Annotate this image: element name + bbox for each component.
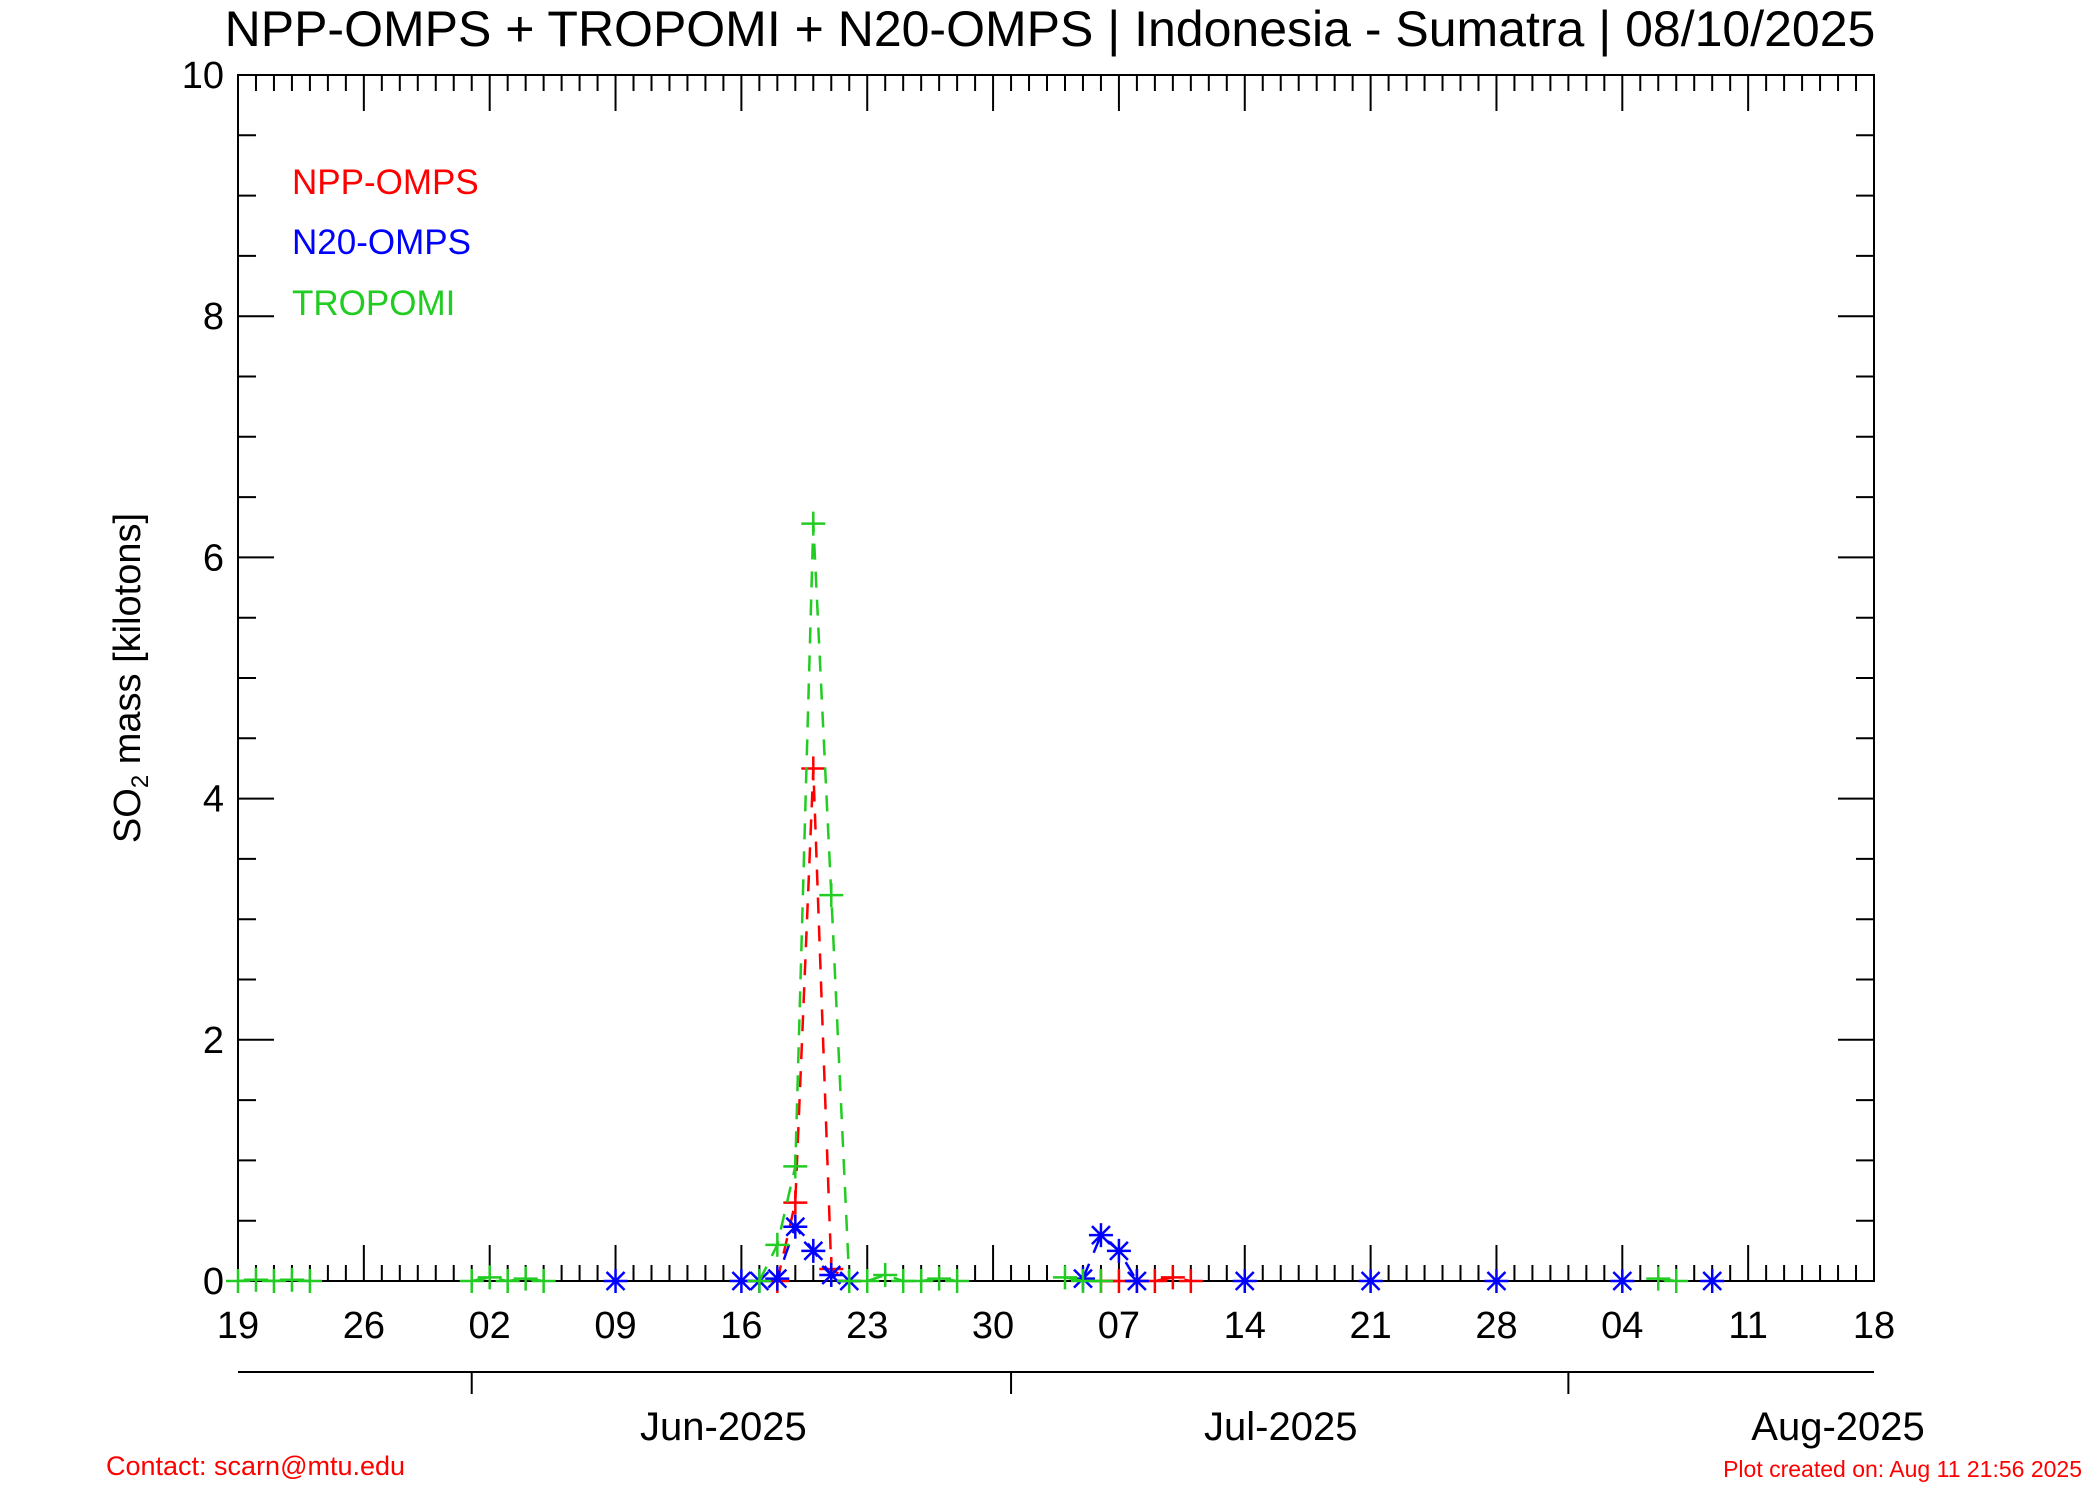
y-axis-label: SO2 mass [kilotons] bbox=[107, 513, 154, 843]
footer-contact: Contact: scarn@mtu.edu bbox=[106, 1451, 405, 1481]
point-n20-omps bbox=[1124, 1269, 1149, 1293]
x-axis-tick-labels: 19 26 02 09 16 23 30 07 14 21 28 04 11 18 bbox=[217, 1305, 1895, 1347]
y-axis-label-subscript: 2 bbox=[127, 775, 154, 788]
series-npp-omps bbox=[765, 756, 1203, 1293]
x-axis-ticks bbox=[237, 75, 1875, 1281]
point-tropomi bbox=[477, 1265, 502, 1290]
legend-entry-tropomi: TROPOMI bbox=[292, 284, 455, 323]
y-tick-label: 6 bbox=[203, 537, 224, 579]
point-n20-omps bbox=[801, 1238, 826, 1263]
point-tropomi bbox=[909, 1269, 934, 1293]
point-tropomi bbox=[1088, 1269, 1113, 1293]
point-tropomi bbox=[801, 511, 826, 536]
point-tropomi bbox=[819, 883, 844, 908]
point-n20-omps bbox=[819, 1262, 844, 1287]
y-tick-label: 2 bbox=[203, 1020, 224, 1062]
point-npp-omps bbox=[801, 756, 826, 781]
point-npp-omps bbox=[783, 1190, 808, 1215]
x-tick-label: 28 bbox=[1475, 1305, 1517, 1347]
y-tick-label: 0 bbox=[203, 1261, 224, 1303]
y-tick-label: 4 bbox=[203, 779, 224, 821]
y-axis-tick-labels: 0 2 4 6 8 10 bbox=[182, 55, 224, 1303]
x-tick-label: 11 bbox=[1728, 1305, 1767, 1347]
footer-created: Plot created on: Aug 11 21:56 2025 bbox=[1723, 1456, 2082, 1482]
point-n20-omps bbox=[783, 1214, 808, 1239]
point-tropomi bbox=[297, 1269, 322, 1293]
point-tropomi bbox=[783, 1154, 808, 1179]
x-tick-label: 21 bbox=[1349, 1305, 1391, 1347]
plot-frame bbox=[237, 74, 1875, 1282]
point-tropomi bbox=[747, 1269, 772, 1293]
chart-title: NPP-OMPS + TROPOMI + N20-OMPS | Indonesi… bbox=[225, 1, 1876, 57]
point-n20-omps bbox=[1232, 1269, 1257, 1293]
point-n20-omps bbox=[1088, 1223, 1113, 1248]
month-axis-ticks bbox=[470, 1372, 1570, 1394]
point-tropomi bbox=[873, 1262, 898, 1287]
point-tropomi bbox=[855, 1269, 880, 1293]
y-axis-label-rest: mass [kilotons] bbox=[107, 513, 149, 775]
legend: NPP-OMPS N20-OMPS TROPOMI bbox=[292, 163, 479, 323]
point-n20-omps bbox=[1106, 1238, 1131, 1263]
point-n20-omps bbox=[1358, 1269, 1383, 1293]
point-tropomi bbox=[1646, 1266, 1671, 1291]
point-n20-omps bbox=[1700, 1269, 1725, 1293]
x-tick-label: 18 bbox=[1853, 1305, 1895, 1347]
x-tick-label: 04 bbox=[1601, 1305, 1643, 1347]
point-tropomi bbox=[765, 1232, 790, 1257]
month-label: Jul-2025 bbox=[1204, 1405, 1357, 1449]
x-tick-label: 26 bbox=[343, 1305, 385, 1347]
x-tick-label: 02 bbox=[469, 1305, 511, 1347]
plot-border bbox=[237, 74, 1875, 1282]
series-tropomi bbox=[226, 511, 1689, 1293]
point-n20-omps bbox=[1484, 1269, 1509, 1293]
y-axis-label-main: SO bbox=[107, 788, 149, 843]
month-axis-labels: Jun-2025 Jul-2025 Aug-2025 bbox=[640, 1405, 1925, 1449]
month-label: Aug-2025 bbox=[1751, 1405, 1924, 1449]
x-tick-label: 07 bbox=[1098, 1305, 1140, 1347]
point-tropomi bbox=[927, 1266, 952, 1291]
x-tick-label: 19 bbox=[217, 1305, 259, 1347]
month-label: Jun-2025 bbox=[640, 1405, 807, 1449]
point-npp-omps bbox=[1160, 1265, 1185, 1290]
x-tick-label: 23 bbox=[846, 1305, 888, 1347]
point-n20-omps bbox=[603, 1269, 628, 1293]
point-npp-omps bbox=[1178, 1269, 1203, 1293]
series-n20-omps bbox=[603, 1214, 1725, 1293]
point-tropomi bbox=[495, 1269, 520, 1293]
point-tropomi bbox=[945, 1269, 970, 1293]
x-tick-label: 14 bbox=[1224, 1305, 1266, 1347]
x-tick-label: 30 bbox=[972, 1305, 1014, 1347]
y-tick-label: 8 bbox=[203, 296, 224, 338]
point-n20-omps bbox=[1610, 1269, 1635, 1293]
legend-entry-n20-omps: N20-OMPS bbox=[292, 223, 471, 262]
series-layer bbox=[226, 511, 1725, 1293]
point-tropomi bbox=[1664, 1269, 1689, 1293]
legend-entry-npp-omps: NPP-OMPS bbox=[292, 163, 479, 202]
point-tropomi bbox=[513, 1266, 538, 1291]
point-tropomi bbox=[459, 1269, 484, 1293]
y-axis-ticks bbox=[238, 74, 1874, 1282]
x-tick-label: 16 bbox=[720, 1305, 762, 1347]
point-n20-omps bbox=[765, 1266, 790, 1291]
x-tick-label: 09 bbox=[594, 1305, 636, 1347]
point-tropomi bbox=[1052, 1265, 1077, 1290]
point-tropomi bbox=[531, 1269, 556, 1293]
y-tick-label: 10 bbox=[182, 55, 224, 97]
